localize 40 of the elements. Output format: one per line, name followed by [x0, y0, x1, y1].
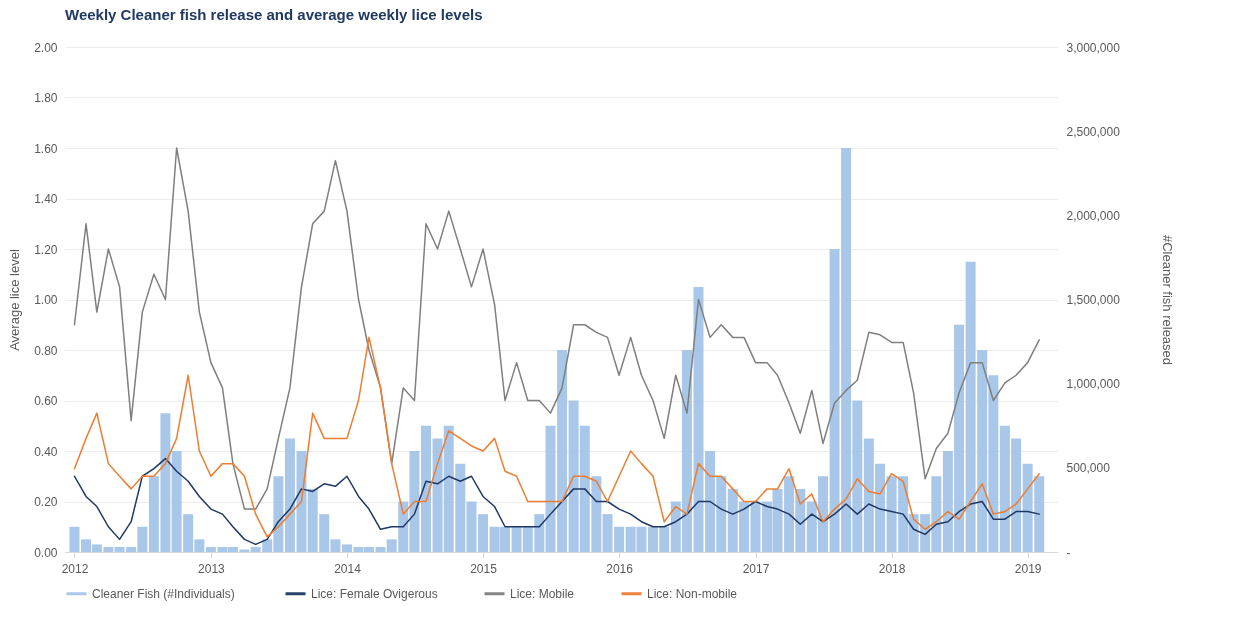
- x-tick-label: 2012: [61, 561, 89, 576]
- x-tick-label: 2016: [606, 561, 634, 576]
- line-series: [73, 147, 1040, 510]
- bar: [341, 544, 352, 552]
- y-tick-label: 1.40: [34, 192, 58, 206]
- legend-label: Lice: Non-mobile: [647, 586, 738, 601]
- line-series: [73, 336, 1040, 538]
- x-tick-label: 2017: [742, 561, 770, 576]
- y-tick-label: 1.60: [34, 141, 58, 156]
- chart-title: Weekly Cleaner fish release and average weekly lice levels: [65, 6, 483, 23]
- x-tick-label: 2015: [470, 561, 498, 576]
- y2-tick-label: 500,000: [1066, 461, 1111, 476]
- x-tick-label: 2018: [878, 561, 906, 576]
- y2-tick-label: 1,000,000: [1066, 377, 1121, 392]
- y2-axis-title: #Cleaner fish released: [1159, 234, 1175, 366]
- bar: [69, 526, 80, 552]
- x-tick-label: 2014: [334, 561, 362, 576]
- x-tick-label: 2019: [1014, 561, 1042, 576]
- y-axis-title: Average lice level: [7, 249, 23, 351]
- y-tick-label: 1.20: [34, 242, 58, 257]
- y-tick-label: 1.80: [34, 91, 58, 105]
- bar: [478, 514, 489, 552]
- y-tick-label: 2.00: [34, 40, 58, 55]
- y2-tick-label: 2,000,000: [1066, 208, 1121, 223]
- y2-tick-label: -: [1066, 545, 1071, 560]
- legend-label: Lice: Female Ovigerous: [311, 586, 438, 601]
- legend-label: Cleaner Fish (#Individuals): [92, 586, 235, 601]
- legend-label: Lice: Mobile: [510, 586, 575, 601]
- y-tick-label: 1.00: [34, 293, 58, 307]
- bar: [421, 425, 431, 552]
- y2-tick-label: 3,000,000: [1066, 40, 1121, 55]
- y2-tick-label: 1,500,000: [1066, 293, 1121, 307]
- y2-tick-label: 2,500,000: [1066, 124, 1121, 139]
- y-tick-label: 0.00: [34, 545, 58, 560]
- x-tick-label: 2013: [198, 561, 226, 576]
- y-tick-label: 0.40: [34, 444, 58, 459]
- y-tick-label: 0.80: [34, 343, 58, 358]
- y-tick-label: 0.60: [34, 394, 58, 408]
- y-tick-label: 0.20: [34, 495, 58, 509]
- line-series: [73, 457, 1040, 546]
